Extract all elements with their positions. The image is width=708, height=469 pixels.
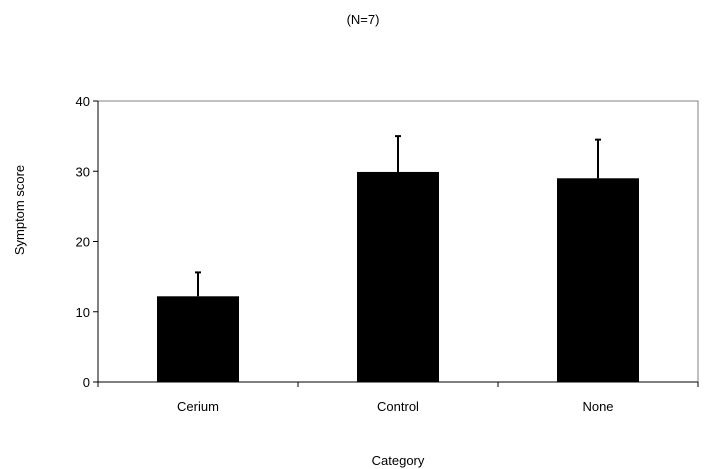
x-tick-label: Cerium (177, 399, 219, 414)
x-tick-label: None (582, 399, 613, 414)
y-ticks-group: 0 10 20 30 40 (76, 94, 98, 390)
x-ticks-group: Cerium Control None (97, 382, 699, 414)
bars-group (157, 171, 639, 382)
y-tick-label: 20 (76, 235, 90, 250)
y-tick-label: 0 (83, 375, 90, 390)
x-tick-label: Control (377, 399, 419, 414)
y-tick-label: 30 (76, 164, 90, 179)
bar-cerium (157, 296, 239, 382)
y-tick-label: 40 (76, 94, 90, 109)
x-axis-label: Category (372, 453, 425, 468)
y-tick-label: 10 (76, 305, 90, 320)
error-bars-group (195, 135, 601, 297)
bar-control (357, 171, 439, 382)
bar-none (557, 178, 639, 382)
y-axis-label: Symptom score (12, 165, 27, 255)
chart-title: (N=7) (347, 12, 380, 27)
